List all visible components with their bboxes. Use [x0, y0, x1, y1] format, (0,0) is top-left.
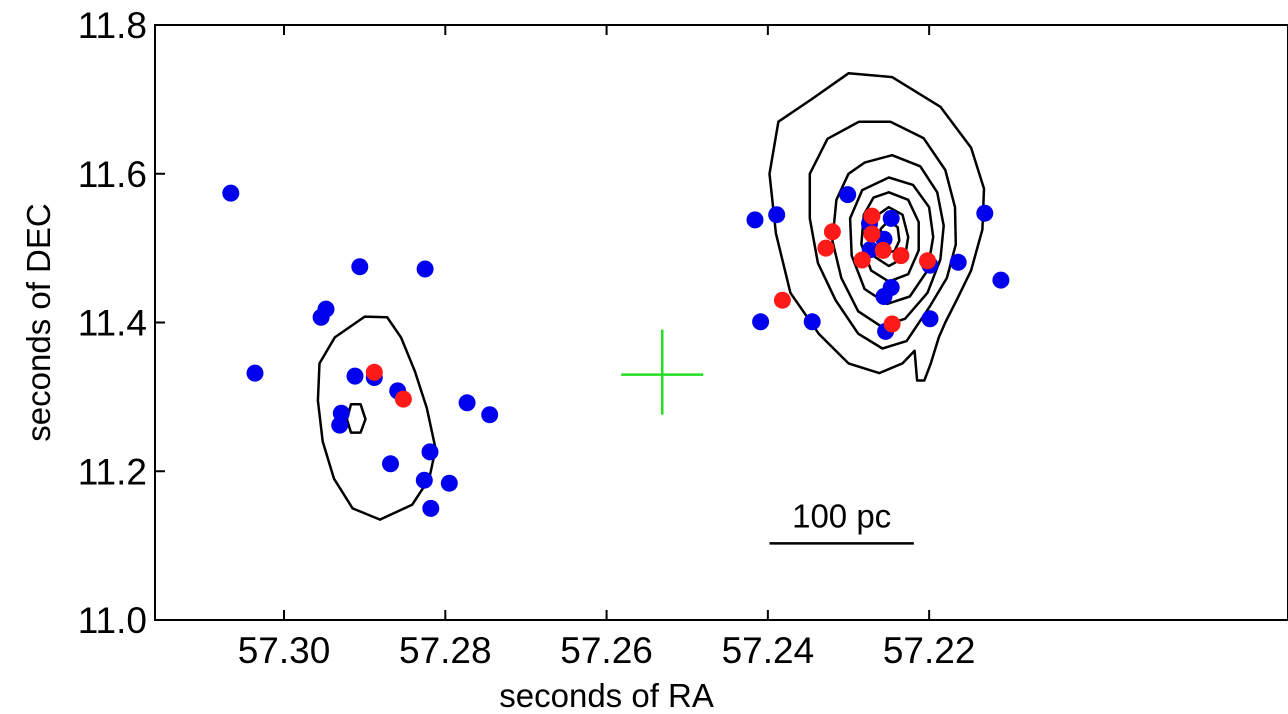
blue-data-point [882, 279, 900, 296]
blue-data-point [331, 416, 349, 434]
red-data-point [874, 241, 892, 259]
blue-data-point [317, 300, 335, 318]
blue-data-point [458, 394, 476, 412]
red-data-point [365, 363, 383, 381]
blue-data-point [803, 313, 821, 331]
red-data-point [394, 390, 412, 408]
blue-data-point [839, 186, 857, 204]
x-tick-label: 57.28 [399, 630, 492, 671]
blue-data-point [882, 209, 900, 227]
red-data-point [863, 225, 881, 243]
red-data-point [773, 291, 791, 309]
red-data-point [892, 247, 910, 265]
blue-data-point [421, 443, 439, 461]
blue-data-point [976, 204, 994, 222]
blue-data-point [422, 499, 440, 517]
x-tick-label: 57.26 [560, 630, 653, 671]
contour-layer [316, 72, 986, 521]
scale-bar: 100 pc [769, 497, 914, 545]
blue-data-point [351, 258, 369, 276]
blue-data-point [746, 211, 764, 229]
blue-data-point [246, 364, 264, 382]
contour-line [848, 176, 935, 306]
blue-data-point [222, 184, 240, 202]
blue-data-point [416, 260, 434, 278]
blue-data-point [992, 271, 1010, 289]
y-tick-label: 11.2 [78, 451, 147, 492]
blue-data-point [768, 206, 786, 224]
blue-data-point [481, 406, 499, 424]
contour-line [768, 72, 986, 382]
red-data-point [883, 315, 901, 333]
red-data-point [863, 207, 881, 225]
scale-bar-label: 100 pc [792, 497, 891, 534]
x-tick-label: 57.30 [238, 630, 331, 671]
x-tick-label: 57.24 [722, 630, 815, 671]
y-tick-label: 11.8 [78, 5, 147, 46]
marker-layer [222, 184, 1010, 517]
x-tick-label: 57.22 [883, 630, 976, 671]
red-data-point [823, 223, 841, 241]
y-tick-label: 11.0 [78, 600, 147, 641]
red-data-point [817, 239, 835, 257]
red-data-point [853, 251, 871, 269]
blue-data-point [949, 253, 967, 271]
y-tick-label: 11.6 [78, 154, 147, 195]
blue-data-point [346, 367, 364, 385]
blue-data-point [752, 313, 770, 331]
axes: 57.30 57.28 57.26 57.24 57.22 11.0 11.2 11.4 11.… [78, 5, 1288, 671]
blue-data-point [921, 310, 939, 328]
contour-line [808, 120, 958, 350]
contour-line [316, 315, 437, 521]
contour-line [831, 153, 945, 328]
blue-data-point [440, 474, 458, 492]
x-axis-label: seconds of RA [499, 677, 714, 714]
contour-line [345, 403, 367, 434]
blue-data-point [415, 471, 433, 489]
y-tick-label: 11.4 [78, 303, 147, 344]
y-axis-label: seconds of DEC [20, 203, 57, 441]
red-data-point [919, 252, 936, 270]
blue-data-point [382, 455, 399, 473]
